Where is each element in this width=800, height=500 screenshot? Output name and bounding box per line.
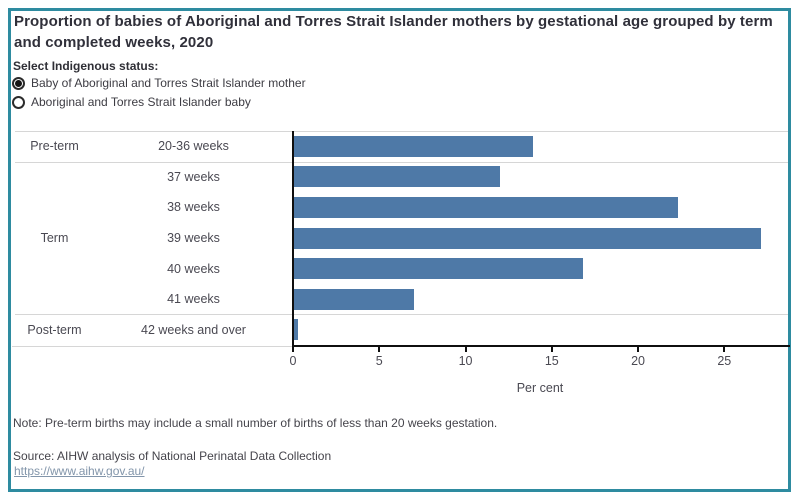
term-group-label: Pre-term — [30, 139, 79, 154]
row-separator — [15, 314, 788, 315]
weeks-label: 37 weeks — [167, 169, 220, 184]
bar-41-weeks[interactable] — [293, 289, 414, 310]
bar-42-weeks-and-over[interactable] — [293, 319, 298, 340]
chart-title: Proportion of babies of Aboriginal and T… — [14, 13, 773, 51]
indigenous-status-radio-group: Baby of Aboriginal and Torres Strait Isl… — [12, 74, 306, 112]
row-separator — [15, 162, 788, 163]
x-axis-title: Per cent — [516, 381, 564, 395]
weeks-label: 38 weeks — [167, 200, 220, 215]
x-axis-tick — [378, 347, 381, 352]
radio-option-2[interactable]: Aboriginal and Torres Strait Islander ba… — [12, 93, 306, 111]
x-axis-tick — [292, 347, 294, 352]
bar-40-weeks[interactable] — [293, 258, 583, 279]
x-axis-tick — [550, 347, 553, 352]
filter-label: Select Indigenous status: — [13, 59, 159, 73]
radio-option-label: Aboriginal and Torres Strait Islander ba… — [31, 95, 251, 109]
radio-dot — [15, 79, 22, 87]
x-axis-tick — [637, 347, 640, 352]
x-axis-tick — [723, 347, 726, 352]
label-area-bottom-line — [12, 346, 292, 347]
x-axis-tick-label: 0 — [289, 354, 297, 368]
weeks-label: 40 weeks — [167, 261, 220, 276]
radio-unselected-icon[interactable] — [12, 95, 25, 109]
source-text: Source: AIHW analysis of National Perina… — [13, 449, 332, 463]
radio-selected-icon[interactable] — [12, 76, 25, 90]
x-axis-tick — [464, 347, 467, 352]
term-group-label: Post-term — [27, 322, 82, 337]
x-axis-tick-label: 25 — [717, 354, 732, 368]
radio-option-label: Baby of Aboriginal and Torres Strait Isl… — [31, 76, 306, 90]
bar-39-weeks[interactable] — [293, 228, 761, 249]
x-axis-tick-label: 5 — [375, 354, 383, 368]
bar-38-weeks[interactable] — [293, 197, 678, 218]
aihw-link[interactable]: https://www.aihw.gov.au/ — [14, 464, 145, 478]
term-group-label: Term — [40, 231, 69, 245]
x-axis-tick-label: 15 — [544, 354, 559, 368]
gestational-age-bar-chart: Pre-term Term Post-term 20-36 weeks 37 weeks… — [0, 131, 800, 396]
row-separator — [15, 131, 788, 132]
bar-37-weeks[interactable] — [293, 166, 500, 187]
weeks-label: 41 weeks — [167, 292, 220, 307]
weeks-label: 39 weeks — [167, 231, 220, 245]
weeks-label: 20-36 weeks — [158, 139, 229, 154]
weeks-label: 42 weeks and over — [141, 322, 246, 337]
radio-option-1[interactable]: Baby of Aboriginal and Torres Strait Isl… — [12, 74, 306, 92]
y-axis-line — [292, 131, 294, 347]
x-axis-tick-label: 20 — [631, 354, 645, 368]
note-text: Note: Pre-term births may include a smal… — [13, 416, 498, 430]
bar-20-36-weeks[interactable] — [293, 136, 533, 157]
x-axis-line — [292, 345, 790, 347]
x-axis-tick-label: 10 — [458, 354, 473, 368]
